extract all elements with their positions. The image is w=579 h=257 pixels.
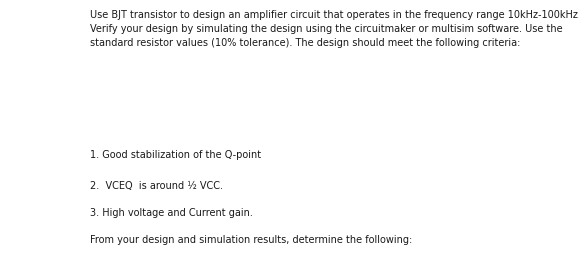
Text: 2.  VCEQ  is around ½ VCC.: 2. VCEQ is around ½ VCC. xyxy=(90,181,223,191)
Text: 1. Good stabilization of the Q-point: 1. Good stabilization of the Q-point xyxy=(90,150,261,160)
Text: From your design and simulation results, determine the following:: From your design and simulation results,… xyxy=(90,235,412,245)
Text: 3. High voltage and Current gain.: 3. High voltage and Current gain. xyxy=(90,208,252,218)
Text: Use BJT transistor to design an amplifier circuit that operates in the frequency: Use BJT transistor to design an amplifie… xyxy=(90,10,579,48)
